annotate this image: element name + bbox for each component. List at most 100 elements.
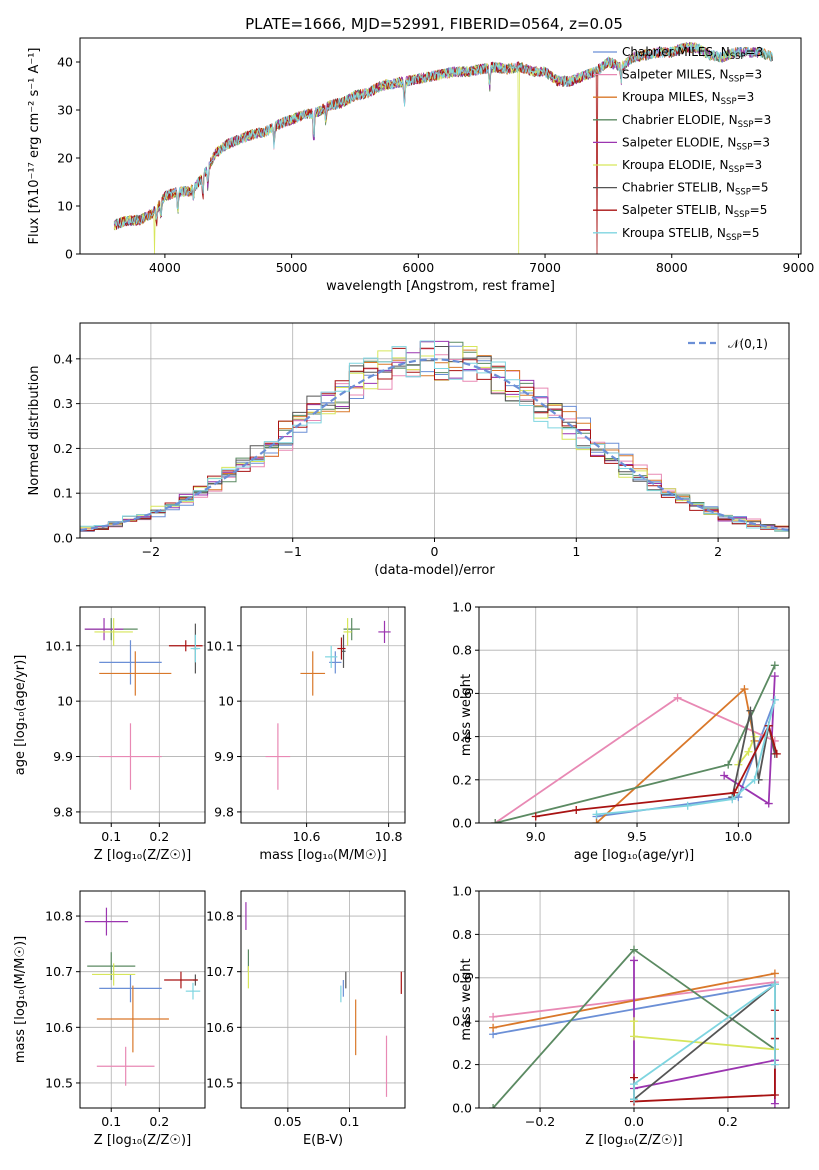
y-tick-label: 10.8 bbox=[45, 909, 73, 924]
age_vs_z-frame bbox=[79, 606, 206, 824]
mass-weight-marker bbox=[630, 1017, 638, 1026]
mass-weight-line bbox=[633, 1010, 776, 1103]
mass-weight-marker bbox=[764, 799, 773, 808]
mass-weight-marker bbox=[750, 775, 759, 784]
age_vs_z-plot-area bbox=[84, 618, 203, 790]
legend-label: Kroupa MILES, NSSP=3 bbox=[622, 90, 754, 107]
age_vs_z-axes bbox=[80, 607, 205, 823]
x-tick-label: 9000 bbox=[783, 260, 815, 275]
x-tick-label: 0.1 bbox=[340, 1114, 360, 1129]
massweight_vs_z-xlabel: Z [log₁₀(Z/Z☉)] bbox=[585, 1133, 682, 1148]
mass-weight-marker bbox=[770, 672, 779, 681]
mass-weight-marker bbox=[630, 1080, 638, 1089]
massweight_vs_age-axes bbox=[479, 606, 789, 824]
x-tick-label: 0.2 bbox=[149, 1114, 169, 1129]
massweight_vs_z-ylabel: mass weight bbox=[459, 958, 474, 1040]
mass_vs_z-axes bbox=[80, 891, 205, 1108]
x-tick-label: 1 bbox=[572, 544, 580, 559]
legend-label: Salpeter MILES, NSSP=3 bbox=[622, 68, 762, 85]
mass_vs_z-plot-area bbox=[84, 907, 201, 1086]
mass-weight-marker bbox=[491, 819, 500, 823]
y-tick-label: 0.6 bbox=[452, 970, 472, 985]
mass-weight-line bbox=[633, 982, 776, 1100]
spectrum-xlabel: wavelength [Angstrom, rest frame] bbox=[326, 279, 555, 294]
y-tick-label: 1.0 bbox=[452, 600, 472, 615]
y-tick-label: 0.4 bbox=[452, 1014, 472, 1029]
y-tick-label: 10.6 bbox=[45, 1020, 73, 1035]
age_vs_mass-frame bbox=[240, 606, 406, 824]
x-tick-label: 9.5 bbox=[627, 829, 647, 844]
mass-weight-marker bbox=[770, 661, 779, 670]
residuals-frame-group: −2 −1 0 1 2 0.0 0.1 0.2 0.3 0.4 (data-model)/error… bbox=[27, 322, 790, 578]
mass-weight-marker bbox=[770, 1090, 779, 1099]
mass-weight-marker bbox=[728, 795, 737, 804]
x-tick-label: 2 bbox=[714, 544, 722, 559]
x-tick-label: 7000 bbox=[529, 260, 561, 275]
x-tick-label: −1 bbox=[283, 544, 301, 559]
age_vs_mass-axes bbox=[241, 607, 405, 823]
mass-weight-marker bbox=[489, 1012, 498, 1021]
mass-weight-marker bbox=[683, 801, 692, 810]
y-tick-label: 0.0 bbox=[452, 816, 472, 831]
residuals-axes bbox=[80, 323, 789, 539]
mass-weight-marker bbox=[630, 1032, 638, 1041]
y-tick-label: 0.2 bbox=[452, 772, 472, 787]
y-tick-label: 10 bbox=[218, 694, 234, 709]
spectrum-axes bbox=[113, 41, 773, 254]
mass-weight-line bbox=[595, 687, 756, 823]
spectrum-frame bbox=[79, 37, 802, 255]
y-tick-label: 10.7 bbox=[206, 964, 234, 979]
y-tick-label: 0.2 bbox=[53, 441, 73, 456]
mass-weight-marker bbox=[770, 980, 779, 989]
massweight_vs_age-frame-group: 9.0 9.5 10.0 0.0 0.2 0.4 0.6 0.8 1.0 age [log₁₀(a… bbox=[452, 600, 790, 863]
x-tick-label: 0.2 bbox=[149, 829, 169, 844]
spectrum-frame-group: 4000 5000 6000 7000 8000 9000 0 10 20 30 40 wavelen… bbox=[27, 37, 815, 294]
mass-weight-marker bbox=[630, 945, 638, 954]
mass-weight-marker bbox=[720, 771, 729, 780]
y-tick-label: 9.8 bbox=[214, 804, 234, 819]
figure-title: PLATE=1666, MJD=52991, FIBERID=0564, z=0… bbox=[245, 15, 623, 33]
mass-weight-marker bbox=[770, 1099, 779, 1108]
mass-weight-marker bbox=[746, 706, 755, 715]
y-tick-label: 10.5 bbox=[206, 1075, 234, 1090]
residuals-xlabel: (data-model)/error bbox=[374, 563, 495, 578]
legend-label: Chabrier STELIB, NSSP=5 bbox=[622, 181, 769, 198]
y-tick-label: 9.9 bbox=[214, 749, 234, 764]
y-tick-label: 0.8 bbox=[452, 643, 472, 658]
mass_vs_z-frame bbox=[79, 890, 206, 1109]
age_vs_mass-frame-group: 10.6 10.8 9.8 9.9 10 10.1 mass [log₁₀(M/M☉)] bbox=[206, 606, 406, 863]
mass-weight-marker bbox=[489, 1023, 498, 1032]
x-tick-label: 0.0 bbox=[624, 1114, 644, 1129]
y-tick-label: 10.5 bbox=[45, 1075, 73, 1090]
mass-weight-marker bbox=[770, 695, 779, 704]
x-tick-label: −0.2 bbox=[525, 1114, 555, 1129]
histogram-series bbox=[80, 340, 789, 532]
mass-weight-marker bbox=[724, 760, 733, 769]
y-tick-label: 0.6 bbox=[452, 686, 472, 701]
mass_vs_ebv-frame-group: 0.05 0.1 10.5 10.6 10.7 10.8 E(B-V) bbox=[206, 890, 406, 1148]
x-tick-label: 0 bbox=[431, 544, 439, 559]
spectrum-plot-area bbox=[113, 41, 773, 254]
residuals-ylabel: Normed distribution bbox=[27, 366, 42, 496]
y-tick-label: 10.7 bbox=[45, 964, 73, 979]
y-tick-label: 10.1 bbox=[206, 638, 234, 653]
mass_vs_ebv-frame bbox=[240, 890, 406, 1109]
mass-weight-marker bbox=[740, 685, 749, 694]
mass-weight-line bbox=[633, 982, 776, 1100]
legend-label: Kroupa ELODIE, NSSP=3 bbox=[622, 158, 762, 175]
residuals-plot-area bbox=[80, 340, 789, 532]
massweight_vs_z-frame-group: −0.2 0.0 0.2 0.0 0.2 0.4 0.6 0.8 1.0 Z [log₁₀(Z/Z… bbox=[452, 884, 790, 1148]
y-tick-label: 10.6 bbox=[206, 1020, 234, 1035]
age_vs_mass-xlabel: mass [log₁₀(M/M☉)] bbox=[259, 848, 386, 863]
x-tick-label: 0.05 bbox=[274, 1114, 302, 1129]
normal-reference-curve bbox=[80, 358, 789, 532]
y-tick-label: 20 bbox=[57, 151, 73, 166]
x-tick-label: 8000 bbox=[656, 260, 688, 275]
legend-label: Kroupa STELIB, NSSP=5 bbox=[622, 226, 760, 243]
y-tick-label: 0.0 bbox=[452, 1101, 472, 1116]
y-tick-label: 9.8 bbox=[53, 804, 73, 819]
mass-weight-marker bbox=[772, 749, 781, 758]
mass_vs_z-frame-group: 0.1 0.2 10.5 10.6 10.7 10.8 Z [log₁₀(Z/Z☉)] mas… bbox=[13, 890, 206, 1148]
mass-weight-marker bbox=[730, 788, 739, 797]
residuals-legend: 𝒩(0,1) bbox=[688, 337, 768, 351]
